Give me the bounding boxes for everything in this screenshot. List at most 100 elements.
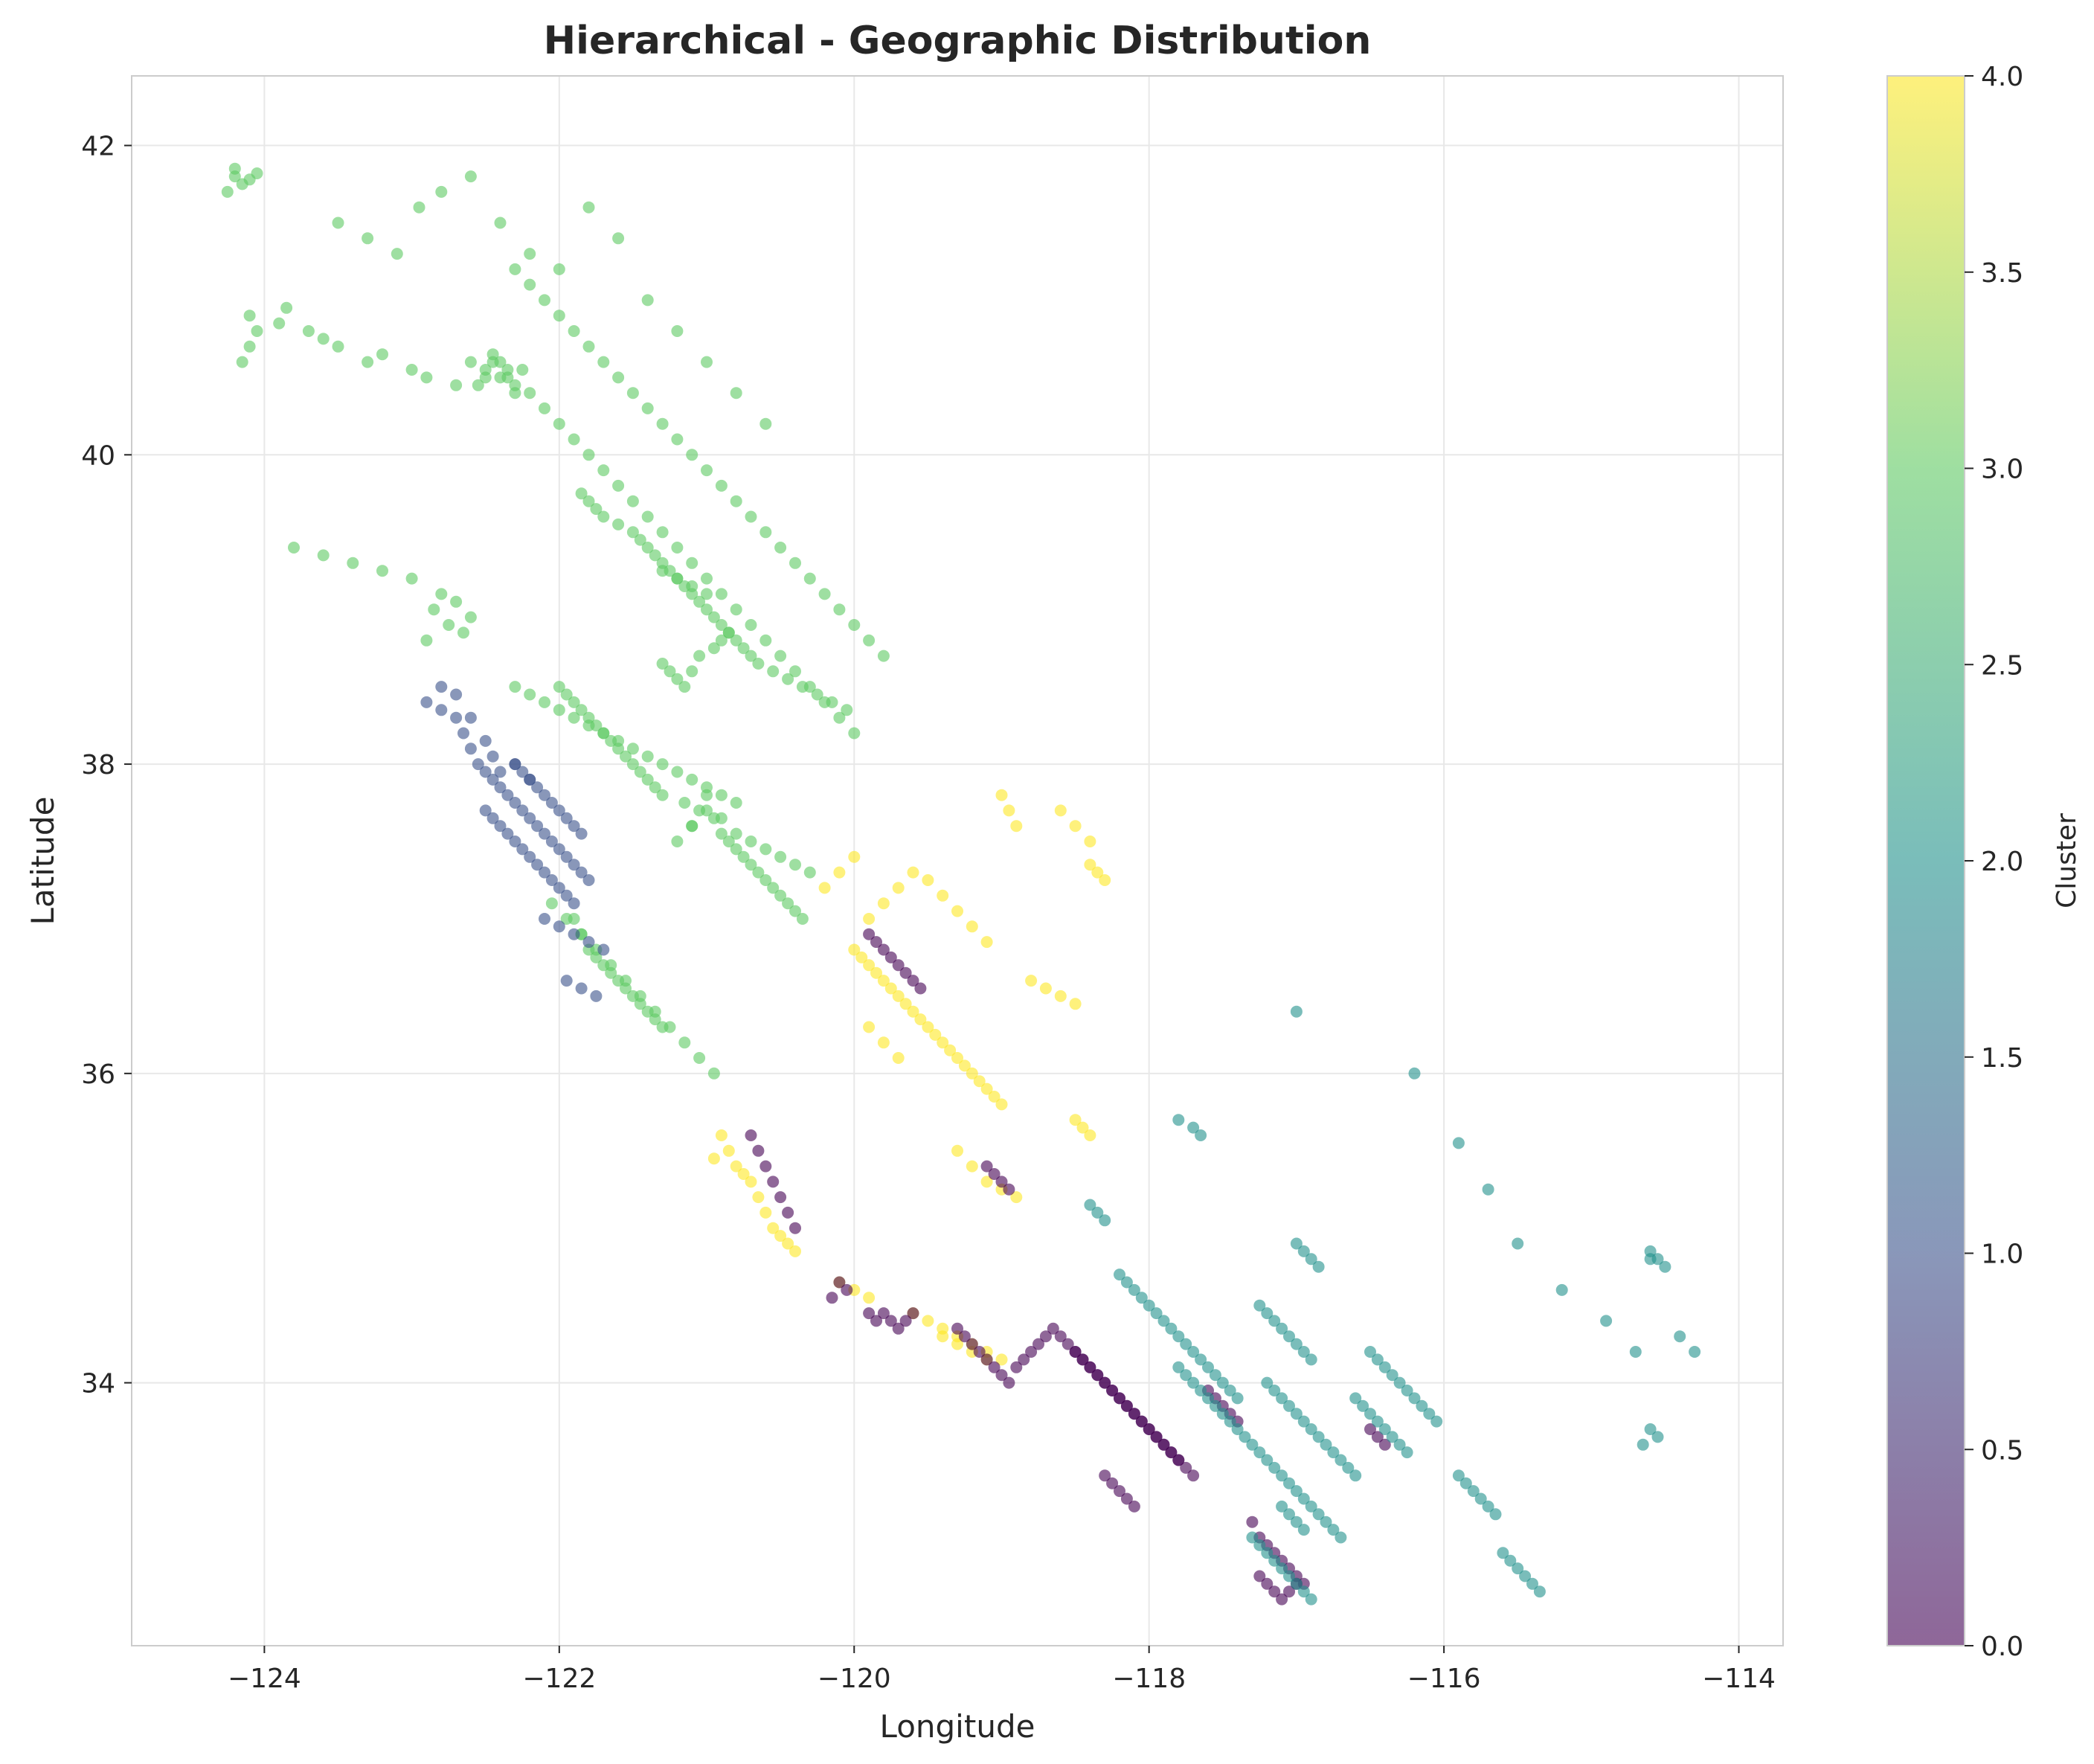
scatter-point-cluster-4 [922, 874, 934, 886]
scatter-point-cluster-0 [1172, 1454, 1185, 1466]
scatter-point-cluster-3 [582, 201, 595, 214]
scatter-point-cluster-2 [1216, 1408, 1229, 1420]
scatter-point-cluster-3 [524, 278, 536, 291]
scatter-point-cluster-1 [590, 990, 603, 1002]
scatter-point-cluster-3 [568, 433, 580, 446]
scatter-point-cluster-0 [892, 1322, 905, 1335]
scatter-point-cluster-0 [1246, 1516, 1259, 1528]
scatter-point-cluster-3 [428, 603, 440, 616]
scatter-point-cluster-3 [826, 696, 838, 708]
scatter-point-cluster-3 [597, 356, 610, 368]
scatter-point-cluster-4 [833, 866, 846, 879]
scatter-point-cluster-3 [317, 549, 330, 562]
scatter-point-cluster-3 [759, 417, 772, 430]
scatter-point-cluster-3 [553, 417, 565, 430]
scatter-point-cluster-2 [1091, 1206, 1104, 1219]
scatter-point-cluster-4 [966, 920, 978, 933]
scatter-point-cluster-4 [937, 889, 949, 902]
scatter-point-cluster-0 [1371, 1431, 1384, 1443]
scatter-point-cluster-2 [1312, 1508, 1325, 1521]
scatter-point-cluster-4 [782, 1237, 794, 1250]
scatter-point-cluster-3 [693, 595, 706, 608]
scatter-point-cluster-2 [1644, 1253, 1657, 1266]
scatter-point-cluster-3 [472, 379, 484, 391]
scatter-point-cluster-2 [1305, 1353, 1317, 1366]
scatter-point-cluster-3 [376, 348, 388, 361]
x-tick-label: −116 [1407, 1664, 1481, 1694]
scatter-point-cluster-4 [855, 951, 868, 963]
scatter-point-cluster-2 [1659, 1260, 1671, 1273]
scatter-point-cluster-2 [1689, 1346, 1701, 1358]
scatter-point-cluster-2 [1364, 1346, 1376, 1358]
scatter-point-cluster-0 [892, 959, 905, 972]
scatter-point-cluster-2 [1423, 1408, 1436, 1420]
scatter-point-cluster-0 [1180, 1461, 1192, 1474]
scatter-point-cluster-0 [877, 1307, 890, 1320]
scatter-point-cluster-3 [634, 533, 646, 546]
scatter-point-cluster-3 [789, 665, 801, 678]
scatter-point-cluster-1 [568, 928, 580, 940]
scatter-point-cluster-0 [841, 1283, 853, 1296]
scatter-point-cluster-2 [1327, 1446, 1340, 1459]
scatter-point-cluster-3 [634, 990, 646, 1002]
scatter-point-cluster-2 [1371, 1415, 1384, 1428]
scatter-point-cluster-2 [1644, 1423, 1657, 1435]
scatter-point-cluster-2 [1216, 1376, 1229, 1389]
scatter-point-cluster-4 [745, 1176, 757, 1188]
scatter-point-cluster-1 [553, 843, 565, 856]
scatter-point-cluster-4 [1054, 990, 1067, 1002]
scatter-point-cluster-0 [1378, 1438, 1391, 1451]
colorbar-tick-label: 2.0 [1981, 847, 2023, 877]
scatter-point-cluster-3 [524, 248, 536, 260]
scatter-point-cluster-3 [841, 704, 853, 716]
scatter-point-cluster-3 [782, 673, 794, 685]
scatter-point-cluster-0 [884, 951, 897, 963]
scatter-point-cluster-2 [1297, 1585, 1310, 1598]
scatter-point-cluster-3 [641, 402, 654, 414]
scatter-point-cluster-2 [1452, 1469, 1465, 1482]
scatter-point-cluster-3 [863, 634, 876, 647]
scatter-point-cluster-3 [553, 704, 565, 716]
scatter-point-cluster-3 [715, 619, 728, 631]
scatter-point-cluster-0 [826, 1292, 838, 1304]
scatter-point-cluster-4 [995, 1098, 1008, 1111]
scatter-point-cluster-3 [494, 217, 507, 229]
scatter-point-cluster-3 [745, 836, 757, 847]
scatter-point-cluster-0 [907, 1307, 919, 1320]
scatter-point-cluster-3 [575, 487, 588, 500]
scatter-point-cluster-2 [1320, 1438, 1332, 1451]
scatter-point-cluster-3 [656, 789, 669, 801]
scatter-point-cluster-0 [1128, 1500, 1140, 1513]
scatter-point-cluster-0 [1165, 1446, 1178, 1459]
scatter-point-cluster-2 [1268, 1315, 1281, 1327]
scatter-point-cluster-3 [464, 611, 477, 623]
scatter-point-cluster-2 [1416, 1399, 1428, 1412]
scatter-point-cluster-2 [1290, 1408, 1303, 1420]
scatter-point-cluster-1 [516, 843, 529, 856]
scatter-point-cluster-3 [701, 603, 713, 616]
scatter-point-cluster-3 [686, 580, 698, 592]
scatter-point-cluster-2 [1150, 1307, 1163, 1320]
scatter-point-cluster-0 [1283, 1585, 1295, 1598]
scatter-point-cluster-2 [1114, 1269, 1125, 1281]
scatter-point-cluster-3 [671, 673, 684, 685]
scatter-point-cluster-2 [1357, 1399, 1369, 1412]
scatter-point-cluster-3 [701, 356, 713, 368]
scatter-point-cluster-3 [605, 959, 617, 972]
scatter-point-cluster-2 [1276, 1469, 1288, 1482]
scatter-point-cluster-0 [1135, 1415, 1148, 1428]
scatter-point-cluster-3 [317, 333, 330, 345]
scatter-point-cluster-0 [899, 966, 912, 979]
scatter-point-cluster-1 [450, 711, 463, 724]
scatter-point-cluster-0 [907, 975, 919, 987]
scatter-points [221, 162, 1701, 1606]
scatter-point-cluster-3 [524, 387, 536, 400]
scatter-point-cluster-2 [1276, 1500, 1288, 1513]
scatter-point-cluster-2 [1297, 1492, 1310, 1505]
scatter-point-cluster-3 [671, 433, 684, 446]
scatter-point-cluster-3 [693, 804, 706, 817]
scatter-point-cluster-2 [1283, 1570, 1295, 1582]
scatter-point-cluster-4 [980, 936, 993, 949]
scatter-point-cluster-2 [1393, 1438, 1406, 1451]
